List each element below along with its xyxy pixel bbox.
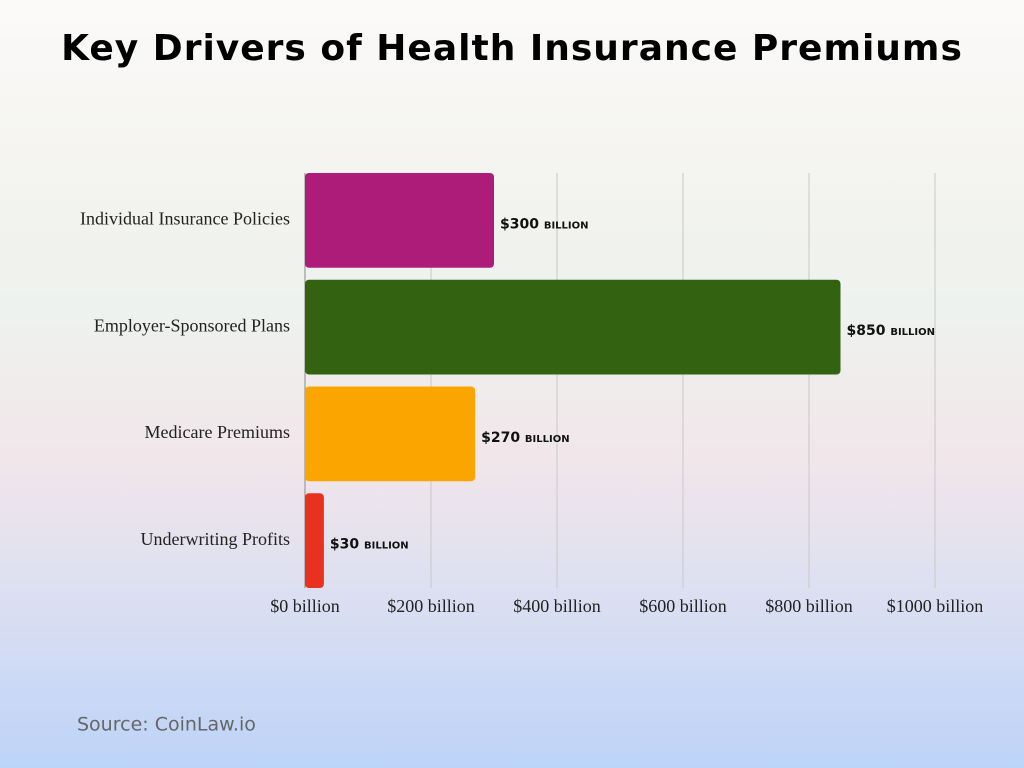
- x-tick-label: $400 billion: [513, 596, 601, 616]
- bar: [305, 493, 324, 588]
- source: Source: CoinLaw.io: [77, 714, 256, 736]
- y-tick-label: Employer-Sponsored Plans: [94, 315, 290, 335]
- x-tick-label: $600 billion: [639, 596, 727, 616]
- value-label: $300 billion: [500, 216, 589, 232]
- value-label: $270 billion: [481, 430, 570, 446]
- bar: [305, 386, 476, 482]
- chart-title: Key Drivers of Health Insurance Premiums: [61, 28, 963, 69]
- bar: [305, 279, 841, 375]
- value-label: $30 billion: [330, 537, 409, 553]
- x-tick-label: $0 billion: [270, 596, 340, 616]
- x-tick-label: $200 billion: [387, 596, 475, 616]
- y-tick-label: Medicare Premiums: [145, 422, 290, 442]
- y-tick-label: Underwriting Profits: [141, 529, 290, 549]
- y-tick-label: Individual Insurance Policies: [80, 209, 290, 229]
- x-tick-label: $1000 billion: [887, 596, 984, 616]
- x-tick-label: $800 billion: [765, 596, 853, 616]
- value-label: $850 billion: [847, 323, 936, 339]
- bar: [305, 173, 494, 268]
